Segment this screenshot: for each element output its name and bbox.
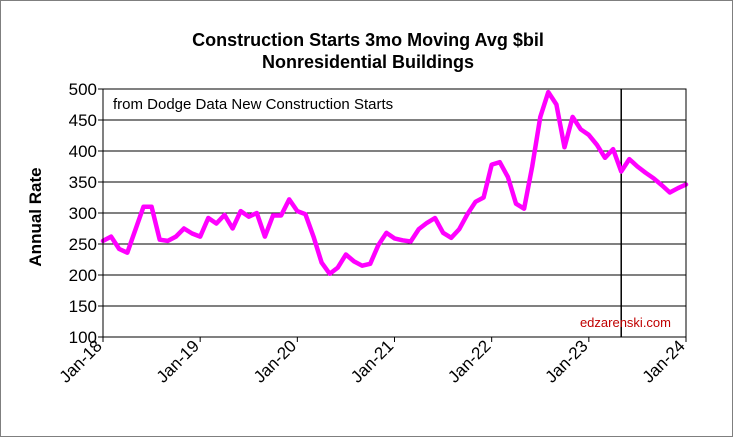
series-line-0 bbox=[100, 89, 689, 277]
chart-subtitle: Nonresidential Buildings bbox=[262, 52, 474, 72]
x-tick-label-6: Jan-24 bbox=[639, 336, 689, 386]
y-tick-label-100: 100 bbox=[69, 328, 97, 347]
y-tick-label-150: 150 bbox=[69, 297, 97, 316]
y-tick-label-400: 400 bbox=[69, 142, 97, 161]
x-tick-label-3: Jan-21 bbox=[347, 336, 397, 386]
x-tick-label-1: Jan-19 bbox=[153, 336, 203, 386]
x-tick-label-2: Jan-20 bbox=[250, 336, 300, 386]
y-tick-label-250: 250 bbox=[69, 235, 97, 254]
y-tick-label-200: 200 bbox=[69, 266, 97, 285]
y-tick-label-500: 500 bbox=[69, 80, 97, 99]
y-tick-label-300: 300 bbox=[69, 204, 97, 223]
y-tick-label-350: 350 bbox=[69, 173, 97, 192]
source-annotation: from Dodge Data New Construction Starts bbox=[113, 96, 393, 113]
y-tick-label-450: 450 bbox=[69, 111, 97, 130]
credit-label: edzarenski.com bbox=[580, 315, 671, 330]
x-tick-label-5: Jan-23 bbox=[541, 336, 591, 386]
y-axis-label: Annual Rate bbox=[26, 167, 45, 266]
x-tick-label-4: Jan-22 bbox=[444, 336, 494, 386]
chart-title: Construction Starts 3mo Moving Avg $bil bbox=[192, 30, 544, 50]
